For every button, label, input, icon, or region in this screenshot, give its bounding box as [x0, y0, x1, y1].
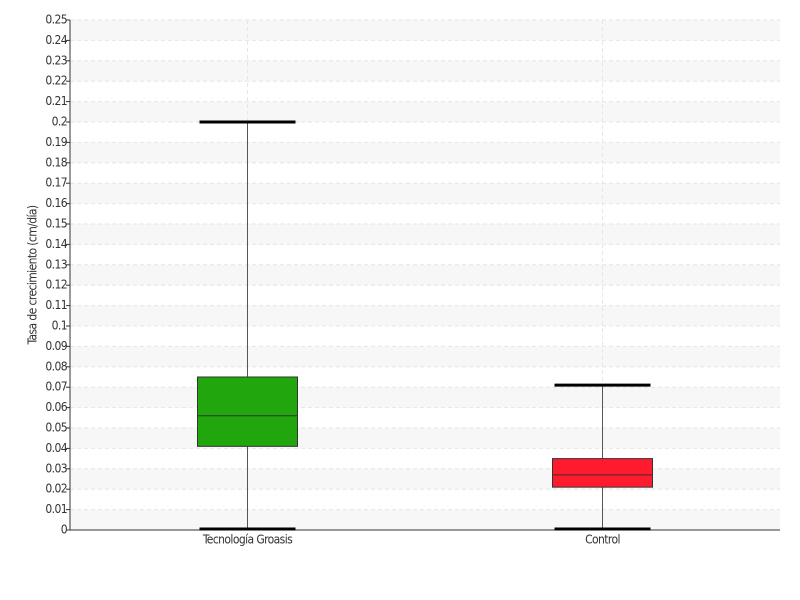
grid-band [70, 428, 780, 449]
grid-band [70, 183, 780, 204]
y-tick-label: 0.18 [45, 155, 67, 169]
box [552, 458, 653, 488]
y-tick-label: 0.08 [45, 359, 67, 373]
grid-band [70, 509, 780, 530]
y-tick-label: 0.19 [45, 135, 67, 149]
grid-band [70, 468, 780, 490]
y-tick-label: 0.22 [45, 74, 67, 88]
y-tick-label: 0.12 [45, 278, 67, 292]
grid-band [70, 20, 780, 41]
y-tick-label: 0.03 [45, 461, 67, 475]
y-tick-label: 0.06 [45, 400, 67, 414]
grid-band [70, 224, 780, 245]
y-axis-label: Tasa de crecimiento (cm/día) [26, 205, 40, 345]
y-tick-label: 0.05 [45, 421, 67, 435]
x-tick-label: Control [585, 533, 620, 547]
y-tick-label: 0 [61, 523, 68, 537]
y-tick-label: 0.1 [52, 319, 67, 333]
grid-band [70, 346, 780, 367]
box [197, 376, 298, 447]
y-tick-label: 0.11 [45, 298, 67, 312]
y-tick-label: 0.24 [45, 33, 67, 47]
grid-band [70, 387, 780, 408]
y-tick-label: 0.13 [45, 257, 67, 271]
y-tick-label: 0.25 [45, 13, 67, 27]
y-tick-label: 0.16 [45, 196, 67, 210]
y-tick-label: 0.07 [45, 380, 67, 394]
y-tick-label: 0.23 [45, 53, 67, 67]
y-tick-label: 0.02 [45, 482, 67, 496]
y-tick-label: 0.21 [45, 94, 67, 108]
y-tick-label: 0.09 [45, 339, 67, 353]
grid-band [70, 305, 780, 326]
grid-band [70, 101, 780, 122]
y-tick-label: 0.2 [52, 115, 67, 129]
y-tick-label: 0.15 [45, 217, 67, 231]
x-tick-label: Tecnología Groasis [202, 533, 293, 547]
y-tick-label: 0.01 [45, 502, 67, 516]
grid-band [70, 60, 780, 82]
y-tick-label: 0.04 [45, 441, 67, 455]
grid-band [70, 142, 780, 163]
y-tick-label: 0.14 [45, 237, 67, 251]
grid-band [70, 264, 780, 286]
y-tick-label: 0.17 [45, 176, 67, 190]
